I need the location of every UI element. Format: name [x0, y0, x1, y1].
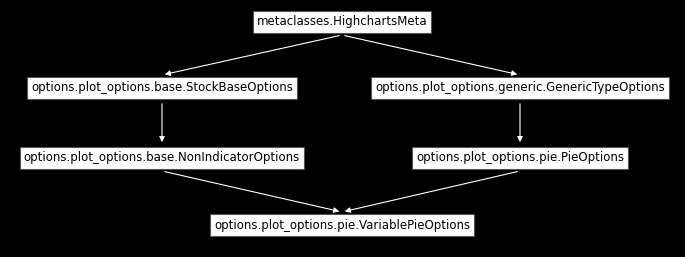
Text: options.plot_options.base.StockBaseOptions: options.plot_options.base.StockBaseOptio… [31, 81, 293, 95]
Text: options.plot_options.pie.VariablePieOptions: options.plot_options.pie.VariablePieOpti… [214, 218, 470, 232]
Text: options.plot_options.base.NonIndicatorOptions: options.plot_options.base.NonIndicatorOp… [24, 151, 300, 164]
Text: metaclasses.HighchartsMeta: metaclasses.HighchartsMeta [257, 15, 427, 29]
Text: options.plot_options.pie.PieOptions: options.plot_options.pie.PieOptions [416, 151, 624, 164]
Text: options.plot_options.generic.GenericTypeOptions: options.plot_options.generic.GenericType… [375, 81, 665, 95]
